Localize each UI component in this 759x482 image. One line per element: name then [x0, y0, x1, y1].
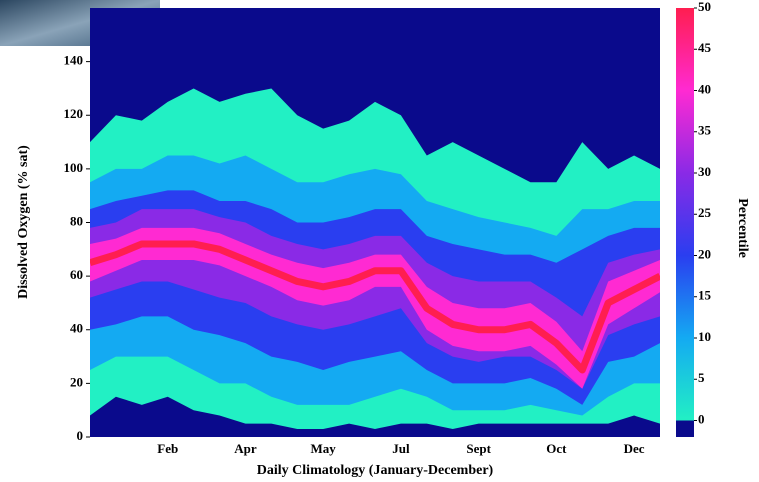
- colorbar-tick-label: 5: [698, 370, 705, 385]
- x-tick-label: May: [311, 441, 337, 456]
- y-tick-label: 100: [64, 160, 84, 175]
- y-tick-label: 60: [70, 267, 83, 282]
- y-tick-label: 20: [70, 374, 83, 389]
- bands: [90, 88, 660, 429]
- colorbar-tick-label: 30: [698, 164, 711, 179]
- colorbar-tick-label: 0: [698, 411, 705, 426]
- colorbar-tick-label: 15: [698, 288, 712, 303]
- y-tick-label: 40: [70, 321, 83, 336]
- y-tick-label: 140: [64, 53, 84, 68]
- y-axis-label: Dissolved Oxygen (% sat): [16, 145, 31, 299]
- x-tick-label: Apr: [234, 441, 257, 456]
- colorbar-tick-label: 25: [698, 205, 712, 220]
- colorbar-label: Percentile: [735, 198, 750, 258]
- colorbar-tick-label: 50: [698, 0, 711, 14]
- x-axis-label: Daily Climatology (January-December): [257, 463, 494, 478]
- x-tick-label: Oct: [546, 441, 567, 456]
- x-tick-label: Feb: [157, 441, 178, 456]
- colorbar-tick-label: 45: [698, 40, 712, 55]
- percentile-band: [90, 227, 660, 389]
- x-tick-label: Jul: [392, 441, 410, 456]
- colorbar-tick-label: 20: [698, 246, 711, 261]
- colorbar-tick-label: 40: [698, 81, 711, 96]
- colorbar-tick-label: 35: [698, 123, 712, 138]
- y-tick-label: 0: [77, 428, 84, 443]
- colorbar-tick-label: 10: [698, 329, 711, 344]
- y-tick-label: 80: [70, 213, 83, 228]
- y-tick-label: 120: [64, 106, 84, 121]
- colorbar: [676, 8, 694, 437]
- x-tick-label: Sept: [466, 441, 491, 456]
- x-tick-label: Dec: [624, 441, 645, 456]
- median-line: [90, 240, 660, 374]
